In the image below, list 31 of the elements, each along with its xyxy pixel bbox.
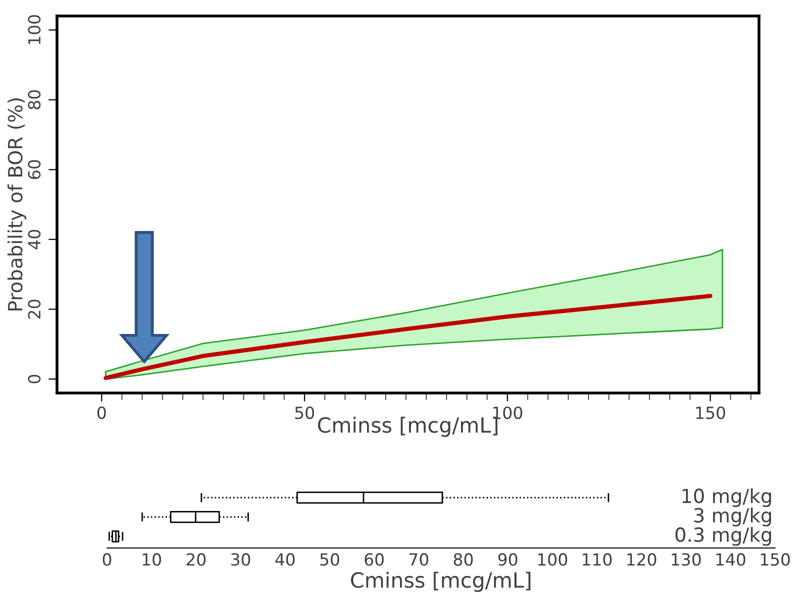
x-tick-label: 60 — [364, 553, 384, 566]
x-tick-label: 80 — [454, 553, 473, 566]
y-axis-title: Probability of BOR (%) — [7, 98, 26, 310]
x-tick-label: 0 — [97, 406, 106, 420]
x-tick-label: 110 — [582, 553, 612, 566]
y-tick-label: 60 — [28, 160, 41, 180]
y-tick-label: 10 mg/kg — [682, 488, 772, 508]
y-tick-label: 0.3 mg/kg — [676, 526, 772, 546]
y-tick-label: 100 — [28, 15, 41, 44]
x-tick-label: 50 — [320, 553, 340, 566]
x-tick-label: 150 — [696, 406, 726, 420]
x-tick-label: 10 — [142, 553, 162, 566]
x-tick-label: 120 — [627, 553, 656, 566]
x-tick-label: 90 — [498, 553, 518, 566]
x-tick-label: 130 — [672, 553, 701, 566]
y-tick-label: 3 mg/kg — [694, 508, 772, 526]
y-tick-label: 20 — [28, 300, 41, 319]
x-tick-label: 0 — [102, 553, 112, 566]
y-tick-label: 0 — [28, 374, 41, 384]
x-tick-label: 70 — [409, 553, 428, 566]
x-axis-title: Cminss [mcg/mL] — [351, 572, 530, 592]
x-tick-label: 20 — [186, 553, 206, 566]
y-tick-label: 80 — [28, 90, 41, 110]
x-tick-label: 30 — [231, 553, 250, 566]
x-tick-label: 100 — [538, 553, 568, 566]
y-tick-label: 40 — [28, 230, 41, 250]
x-tick-label: 50 — [295, 406, 314, 420]
line-series — [104, 294, 712, 380]
x-tick-label: 40 — [275, 553, 295, 566]
x-tick-label: 140 — [716, 553, 746, 566]
x-tick-label: 150 — [760, 553, 790, 566]
